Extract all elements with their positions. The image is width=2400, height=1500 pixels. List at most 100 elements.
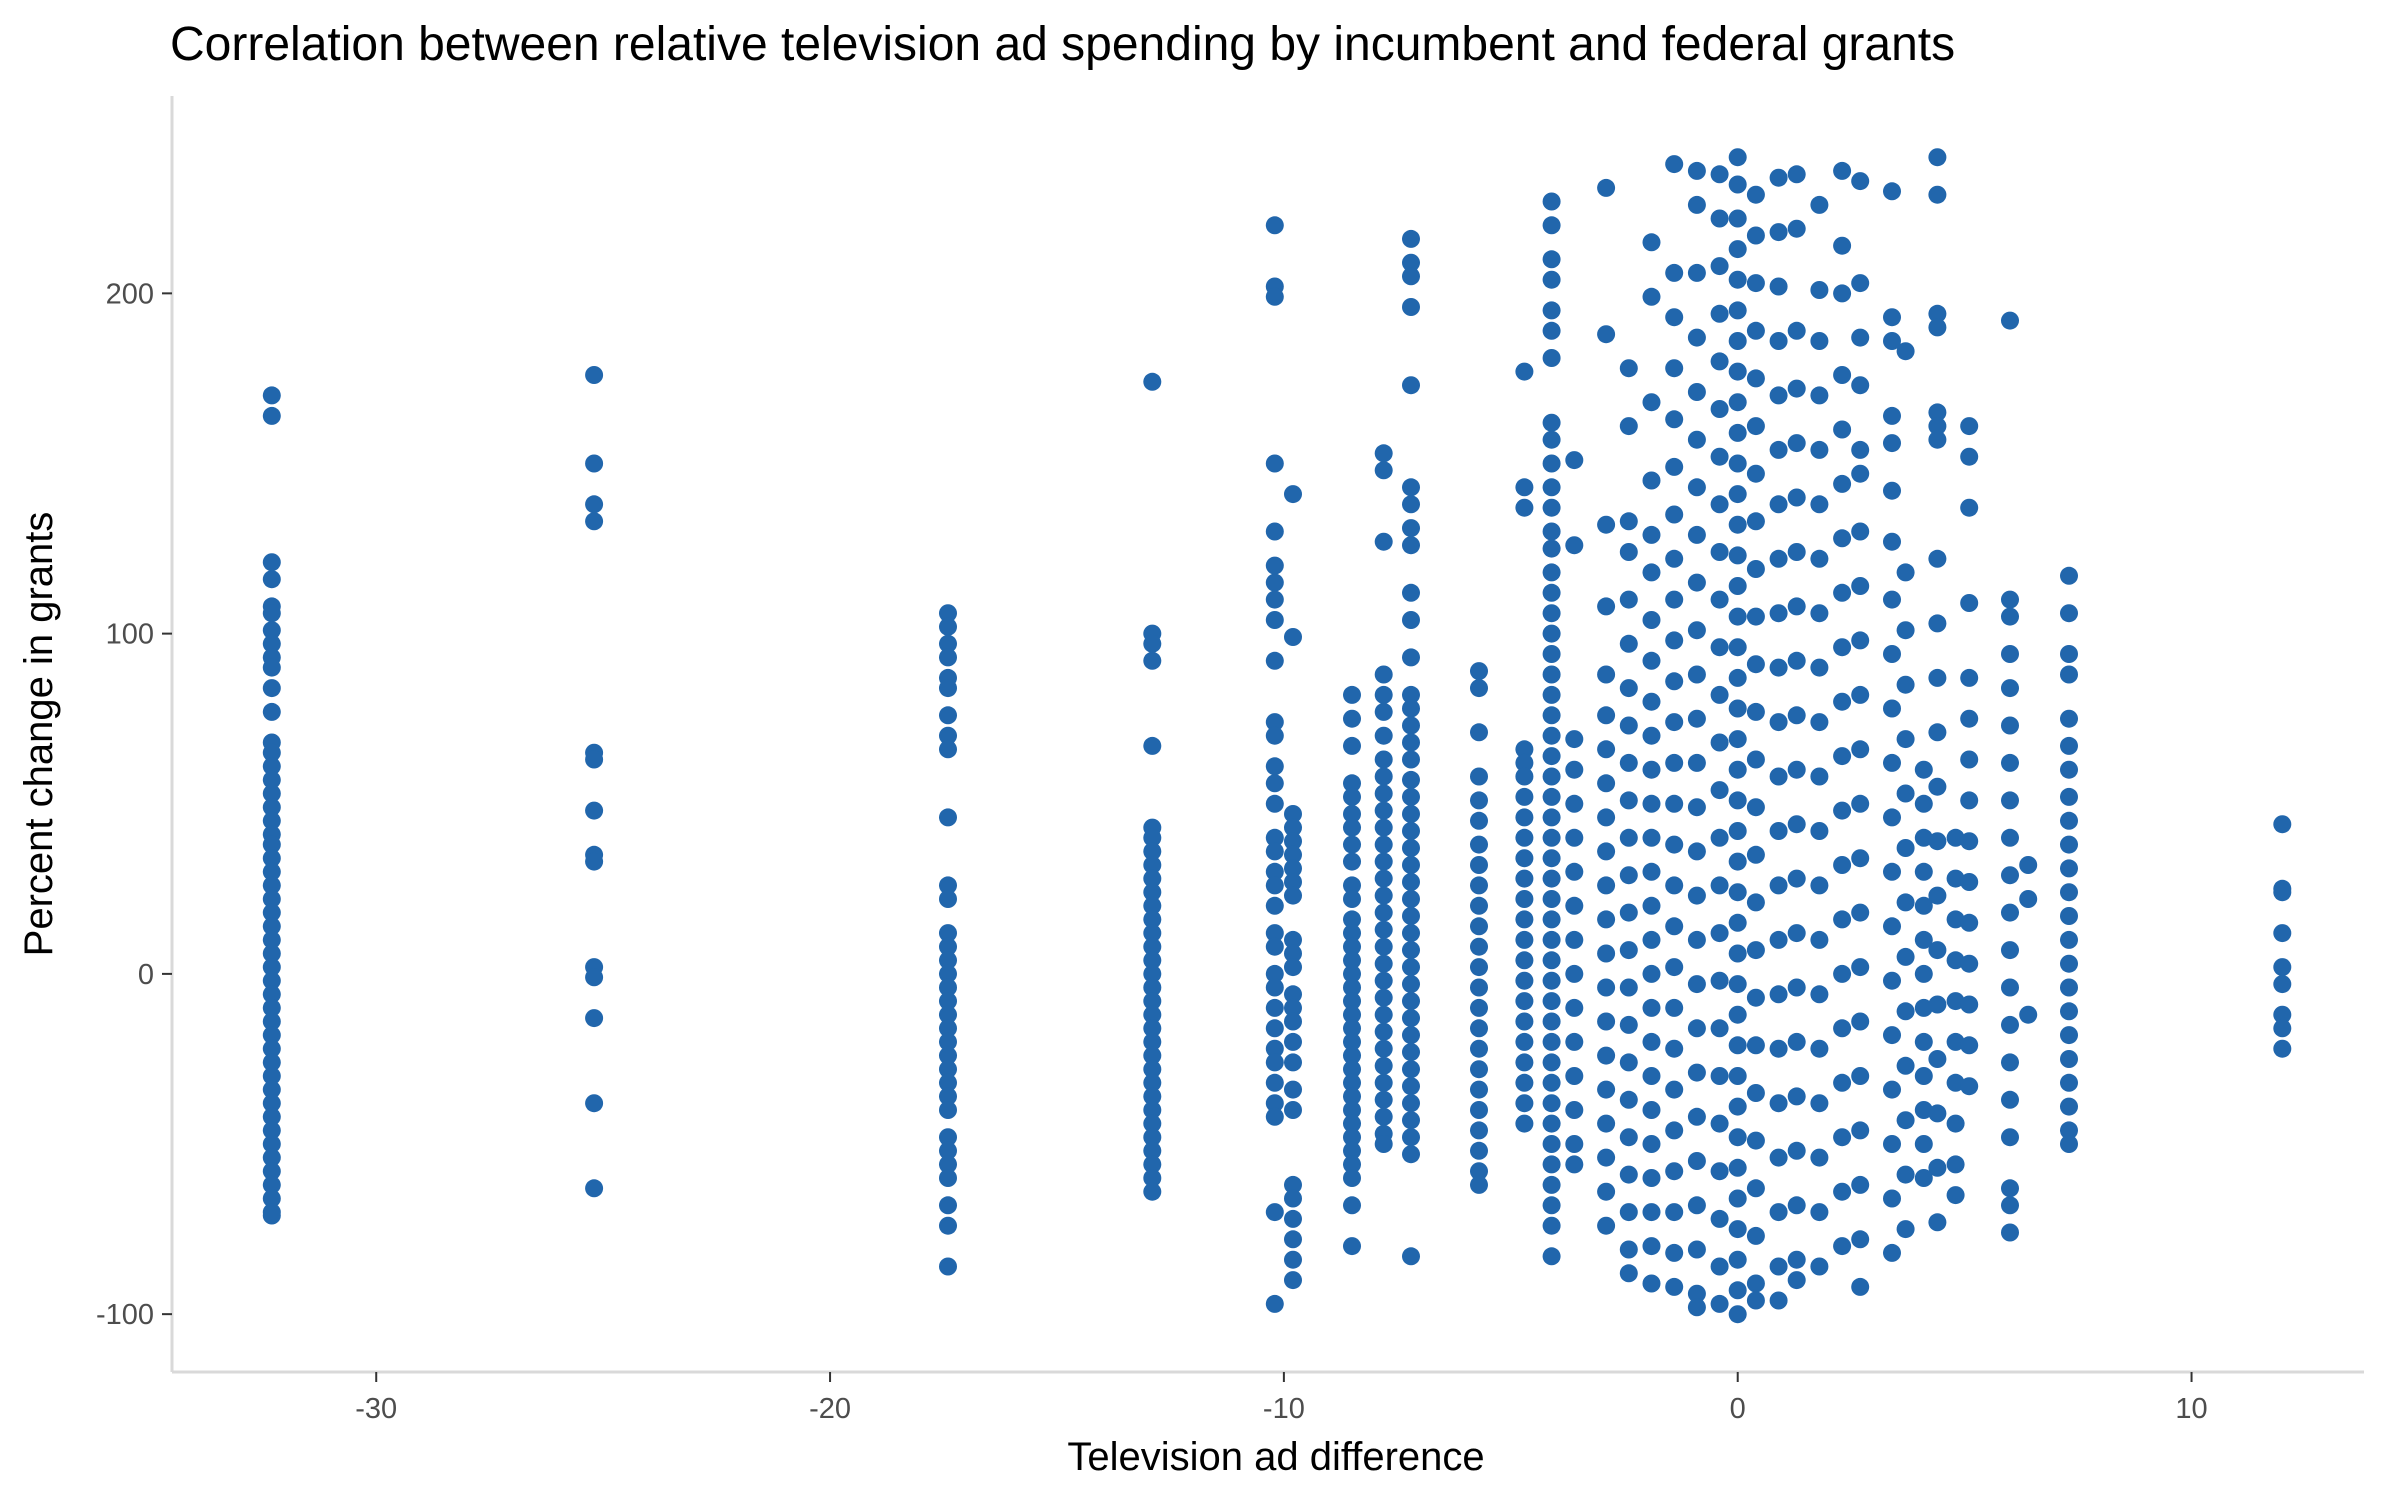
data-point [262, 621, 281, 640]
data-point [1265, 1203, 1284, 1222]
data-point [1928, 1104, 1947, 1123]
data-point [1960, 791, 1979, 810]
data-point [1883, 645, 1901, 663]
data-point [1687, 1019, 1706, 1038]
data-point [1710, 781, 1729, 800]
data-point [1143, 1128, 1162, 1147]
data-point [1896, 947, 1915, 966]
data-point [1597, 325, 1616, 344]
data-point [1542, 849, 1561, 868]
data-point [1728, 668, 1747, 687]
data-point [1515, 767, 1534, 786]
data-point [1810, 1039, 1829, 1058]
data-point [1746, 274, 1765, 293]
data-point [1710, 1257, 1729, 1276]
data-point [1883, 917, 1901, 936]
data-point [1883, 753, 1901, 772]
data-point [1402, 267, 1420, 286]
data-point [1284, 1053, 1302, 1072]
data-point [1597, 597, 1616, 616]
data-point [1883, 406, 1901, 425]
data-point [1665, 549, 1684, 568]
data-point [1687, 1284, 1706, 1303]
data-point [1343, 937, 1361, 956]
y-axis-title: Percent change in grants [17, 512, 61, 957]
data-point [2019, 856, 2038, 874]
data-point [939, 1005, 957, 1024]
data-point [1710, 638, 1729, 657]
data-point [1597, 910, 1616, 929]
data-point [1728, 240, 1747, 259]
data-point [1542, 349, 1561, 367]
data-point [1642, 930, 1661, 949]
data-point [1515, 362, 1534, 381]
data-point [1265, 964, 1284, 983]
data-point [1265, 876, 1284, 895]
data-point [1143, 910, 1162, 929]
data-point [1374, 685, 1393, 704]
data-point [1833, 856, 1852, 874]
data-point [1710, 924, 1729, 943]
data-point [1374, 461, 1393, 480]
data-point [1728, 175, 1747, 194]
data-point [939, 1141, 957, 1160]
data-point [1515, 498, 1534, 517]
data-point [1343, 876, 1361, 895]
data-point [1597, 1114, 1616, 1133]
data-point [1896, 893, 1915, 912]
data-point [1769, 495, 1788, 514]
data-point [1619, 716, 1638, 735]
data-point [1851, 685, 1870, 704]
data-point [1374, 665, 1393, 684]
data-point [1265, 556, 1284, 575]
data-point [1343, 992, 1361, 1011]
data-point [1833, 583, 1852, 602]
data-point [1769, 1148, 1788, 1167]
data-point [2060, 1135, 2078, 1153]
data-point [2001, 1053, 2019, 1072]
data-point [1402, 1094, 1420, 1113]
data-point [1851, 328, 1870, 347]
data-point [1265, 522, 1284, 541]
data-point [1515, 890, 1534, 908]
data-point [1284, 485, 1302, 504]
data-point [1143, 736, 1162, 755]
data-point [1851, 903, 1870, 922]
data-point [1710, 257, 1729, 276]
data-point [1343, 685, 1361, 704]
data-point [1728, 822, 1747, 840]
data-point [1515, 1053, 1534, 1072]
data-point [1343, 1155, 1361, 1174]
data-point [262, 890, 281, 908]
data-point [1343, 924, 1361, 943]
data-point [1143, 634, 1162, 653]
data-point [1470, 723, 1488, 742]
data-point [1928, 185, 1947, 204]
data-point [1619, 1128, 1638, 1147]
data-point [1928, 668, 1947, 687]
data-point [1515, 787, 1534, 806]
data-point [1402, 716, 1420, 735]
data-point [1143, 828, 1162, 847]
data-point [1687, 753, 1706, 772]
data-point [939, 740, 957, 759]
data-point [1542, 1196, 1561, 1215]
data-point [1542, 767, 1561, 786]
data-point [1343, 1032, 1361, 1051]
data-point [1787, 1271, 1806, 1290]
data-point [1883, 1135, 1901, 1153]
data-point [1515, 1032, 1534, 1051]
data-point [1810, 822, 1829, 840]
data-point [1642, 563, 1661, 582]
data-point [1665, 457, 1684, 476]
data-point [262, 634, 281, 653]
data-point [1851, 631, 1870, 650]
data-point [1597, 1046, 1616, 1065]
data-point [1374, 1022, 1393, 1041]
data-point [939, 978, 957, 997]
data-point [1597, 978, 1616, 997]
data-point [1769, 876, 1788, 895]
data-point [1565, 1067, 1584, 1085]
data-point [1833, 801, 1852, 820]
data-point [1343, 1237, 1361, 1256]
